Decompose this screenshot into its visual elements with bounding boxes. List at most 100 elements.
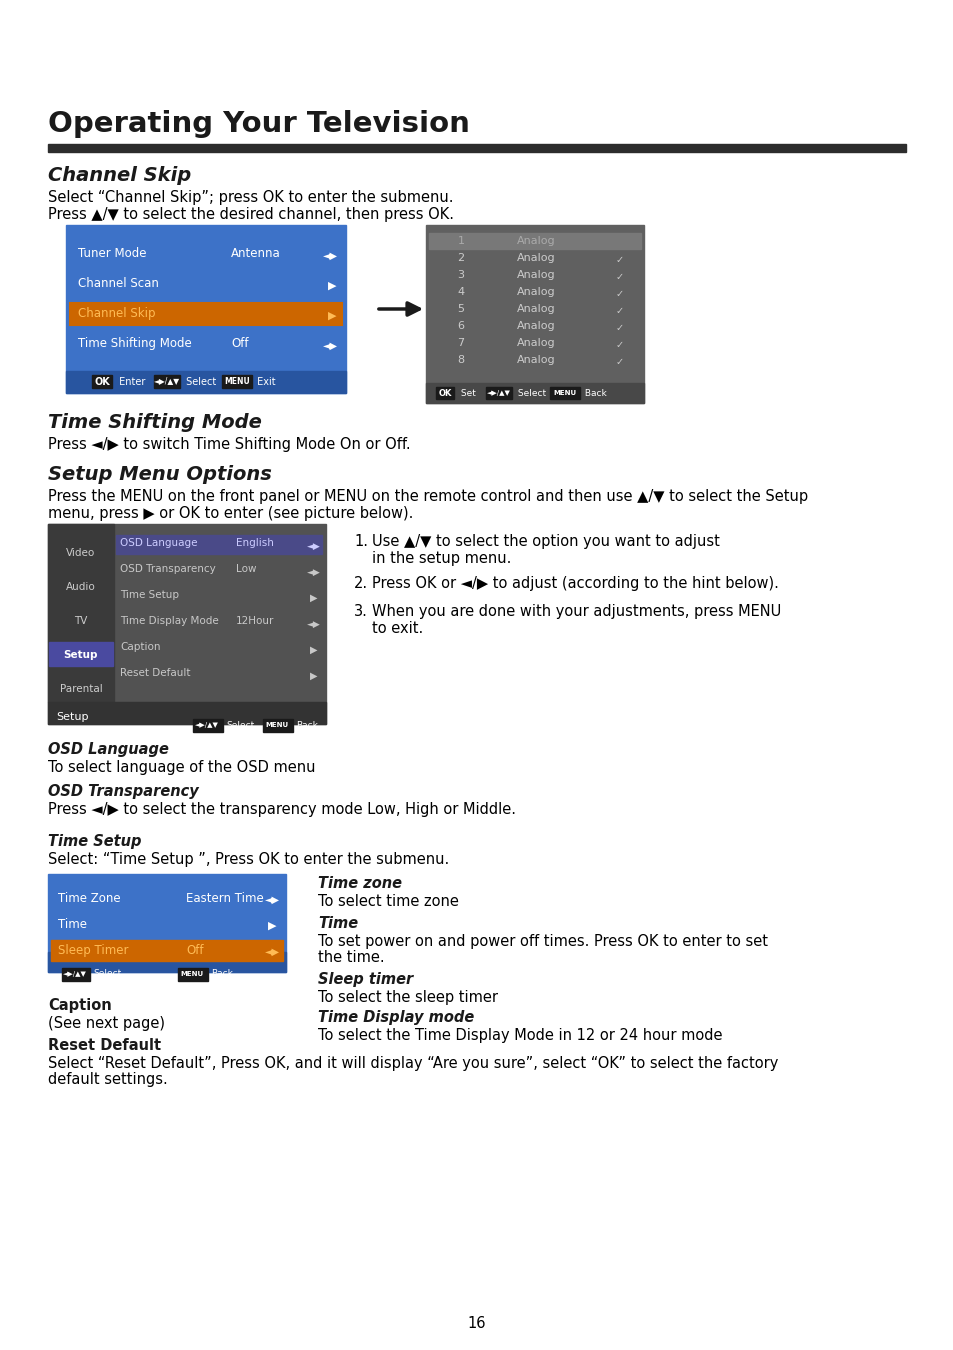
Text: When you are done with your adjustments, press MENU: When you are done with your adjustments,… — [372, 603, 781, 620]
Text: Set: Set — [457, 389, 476, 398]
Text: 8: 8 — [456, 355, 464, 364]
Bar — [153, 375, 180, 387]
Text: Reset Default: Reset Default — [48, 1038, 161, 1053]
Text: Time Shifting Mode: Time Shifting Mode — [78, 338, 192, 350]
Text: the time.: the time. — [317, 950, 384, 965]
Text: Parental: Parental — [59, 684, 102, 694]
Text: 5: 5 — [457, 304, 464, 315]
Text: ◄▶: ◄▶ — [307, 541, 320, 551]
Bar — [70, 302, 341, 325]
Text: ◄▶: ◄▶ — [307, 567, 320, 576]
Text: Channel Skip: Channel Skip — [78, 306, 155, 320]
Text: Analog: Analog — [517, 252, 555, 263]
Text: To select time zone: To select time zone — [317, 894, 458, 909]
Text: 16: 16 — [467, 1316, 486, 1331]
Text: ✓: ✓ — [616, 356, 623, 367]
Text: Press ◄/▶ to switch Time Shifting Mode On or Off.: Press ◄/▶ to switch Time Shifting Mode O… — [48, 437, 410, 452]
Text: Press the MENU on the front panel or MENU on the remote control and then use ▲/▼: Press the MENU on the front panel or MEN… — [48, 489, 807, 504]
Text: Tuner Mode: Tuner Mode — [78, 247, 147, 261]
Bar — [48, 524, 113, 702]
Text: OSD Language: OSD Language — [120, 539, 197, 548]
Bar — [612, 354, 625, 367]
Text: ◄▶: ◄▶ — [322, 342, 337, 351]
Text: OSD Transparency: OSD Transparency — [120, 564, 215, 574]
Text: Analog: Analog — [517, 355, 555, 364]
Text: Sleep Timer: Sleep Timer — [58, 944, 129, 957]
Text: menu, press ▶ or OK to enter (see picture below).: menu, press ▶ or OK to enter (see pictur… — [48, 506, 413, 521]
Text: ◄▶: ◄▶ — [322, 251, 337, 261]
Text: OK: OK — [437, 389, 451, 398]
Text: 7: 7 — [456, 338, 464, 348]
Text: Off: Off — [231, 338, 248, 350]
Text: Time Shifting Mode: Time Shifting Mode — [48, 413, 262, 432]
Bar — [48, 524, 326, 724]
Text: 4: 4 — [456, 288, 464, 297]
Text: ◄▶/▲▼: ◄▶/▲▼ — [194, 722, 218, 728]
Bar — [70, 302, 341, 325]
Text: Exit: Exit — [253, 377, 275, 387]
Bar — [485, 387, 512, 400]
Text: MENU: MENU — [180, 971, 203, 977]
Bar — [612, 269, 625, 282]
Text: ◄▶/▲▼: ◄▶/▲▼ — [487, 390, 511, 396]
Text: Channel Scan: Channel Scan — [78, 277, 159, 290]
Text: Analog: Analog — [517, 321, 555, 331]
Text: Analog: Analog — [517, 270, 555, 279]
Text: ◄▶/▲▼: ◄▶/▲▼ — [63, 971, 87, 977]
Text: ◄▶: ◄▶ — [307, 620, 320, 629]
Bar — [48, 952, 286, 972]
Bar — [48, 702, 326, 724]
Text: ◄▶: ◄▶ — [264, 895, 279, 905]
Text: To select language of the OSD menu: To select language of the OSD menu — [48, 760, 315, 775]
Text: MENU: MENU — [224, 377, 250, 386]
Text: ▶: ▶ — [310, 671, 317, 680]
Text: 1.: 1. — [354, 535, 368, 549]
Text: ▶: ▶ — [328, 281, 335, 292]
Text: OSD Language: OSD Language — [48, 743, 169, 757]
Text: Back: Back — [211, 969, 233, 979]
Bar — [436, 387, 454, 400]
Text: Analog: Analog — [517, 288, 555, 297]
Text: MENU: MENU — [265, 722, 288, 728]
Text: Time zone: Time zone — [317, 876, 401, 891]
Text: Setup: Setup — [56, 711, 89, 722]
Bar — [550, 387, 579, 400]
Bar — [49, 643, 112, 666]
Text: To select the sleep timer: To select the sleep timer — [317, 990, 497, 1004]
Text: 2.: 2. — [354, 576, 368, 591]
Text: Use ▲/▼ to select the option you want to adjust: Use ▲/▼ to select the option you want to… — [372, 535, 720, 549]
Text: English: English — [235, 539, 274, 548]
Text: 3: 3 — [457, 270, 464, 279]
Text: Video: Video — [67, 548, 95, 558]
Bar — [263, 720, 293, 732]
Text: Setup Menu Options: Setup Menu Options — [48, 464, 272, 485]
Text: Enter: Enter — [116, 377, 145, 387]
Text: Channel Skip: Channel Skip — [48, 166, 191, 185]
Text: OSD Transparency: OSD Transparency — [48, 784, 198, 799]
Text: default settings.: default settings. — [48, 1072, 168, 1087]
Text: 12Hour: 12Hour — [235, 616, 274, 626]
Text: Press OK or ◄/▶ to adjust (according to the hint below).: Press OK or ◄/▶ to adjust (according to … — [372, 576, 778, 591]
Text: TV: TV — [74, 616, 88, 626]
Text: Analog: Analog — [517, 304, 555, 315]
Text: Audio: Audio — [66, 582, 95, 593]
Text: Off: Off — [186, 944, 203, 957]
Text: ✓: ✓ — [616, 340, 623, 350]
Text: Sleep timer: Sleep timer — [317, 972, 413, 987]
Bar — [612, 286, 625, 298]
Text: in the setup menu.: in the setup menu. — [372, 551, 511, 566]
Text: ◄▶/▲▼: ◄▶/▲▼ — [153, 377, 180, 386]
Text: Select: Select — [92, 969, 121, 979]
Bar — [612, 320, 625, 333]
Text: Time Display Mode: Time Display Mode — [120, 616, 218, 626]
Text: ✓: ✓ — [616, 289, 623, 298]
Bar — [66, 371, 346, 393]
Text: Select “Reset Default”, Press OK, and it will display “Are you sure”, select “OK: Select “Reset Default”, Press OK, and it… — [48, 1056, 778, 1071]
Bar — [426, 383, 643, 404]
Text: 3.: 3. — [354, 603, 368, 620]
Bar — [429, 234, 640, 248]
Text: Caption: Caption — [120, 643, 160, 652]
Bar — [51, 940, 283, 961]
Text: OK: OK — [94, 377, 110, 387]
Text: ✓: ✓ — [616, 255, 623, 265]
